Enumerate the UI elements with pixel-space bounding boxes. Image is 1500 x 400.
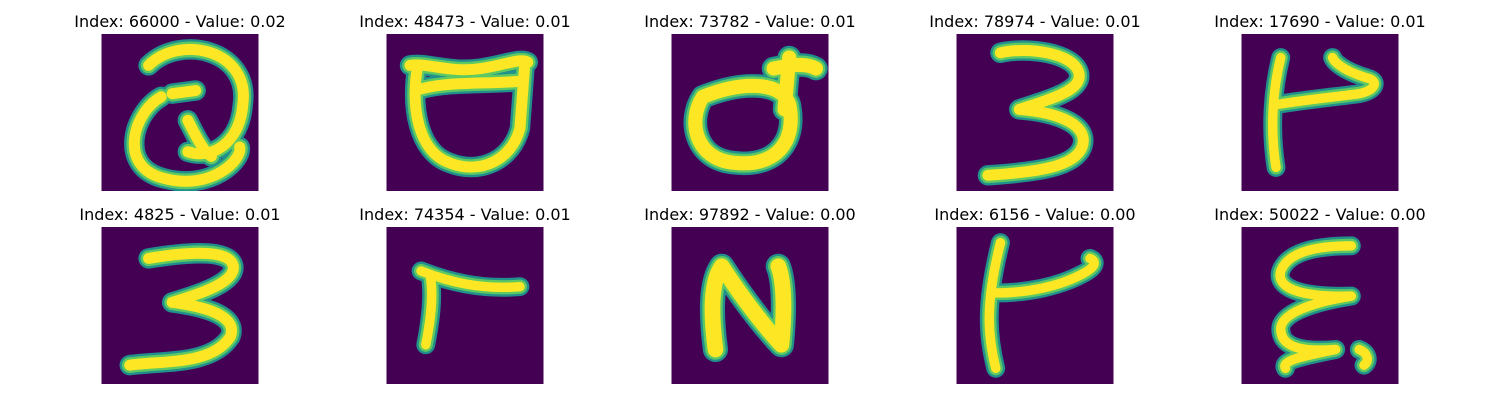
tile-6: Index: 4825 - Value: 0.01 (60, 205, 300, 395)
tile-title: Index: 6156 - Value: 0.00 (934, 205, 1136, 224)
digit-image (101, 34, 259, 191)
tile-title: Index: 48473 - Value: 0.01 (359, 12, 571, 31)
digit-image (671, 34, 829, 191)
tile-10: Index: 50022 - Value: 0.00 (1200, 205, 1440, 395)
tile-1: Index: 66000 - Value: 0.02 (60, 12, 300, 202)
tile-title: Index: 50022 - Value: 0.00 (1214, 205, 1426, 224)
digit-image (101, 227, 259, 384)
tile-5: Index: 17690 - Value: 0.01 (1200, 12, 1440, 202)
digit-image (386, 34, 544, 191)
digit-image (956, 227, 1114, 384)
digit-image (956, 34, 1114, 191)
tile-8: Index: 97892 - Value: 0.00 (630, 205, 870, 395)
digit-image (1241, 34, 1399, 191)
tile-title: Index: 73782 - Value: 0.01 (644, 12, 856, 31)
tile-4: Index: 78974 - Value: 0.01 (915, 12, 1155, 202)
tile-7: Index: 74354 - Value: 0.01 (345, 205, 585, 395)
tile-title: Index: 78974 - Value: 0.01 (929, 12, 1141, 31)
tile-title: Index: 4825 - Value: 0.01 (79, 205, 281, 224)
tile-2: Index: 48473 - Value: 0.01 (345, 12, 585, 202)
tile-title: Index: 66000 - Value: 0.02 (74, 12, 286, 31)
tile-title: Index: 17690 - Value: 0.01 (1214, 12, 1426, 31)
tile-title: Index: 97892 - Value: 0.00 (644, 205, 856, 224)
tile-3: Index: 73782 - Value: 0.01 (630, 12, 870, 202)
digit-image (386, 227, 544, 384)
tile-9: Index: 6156 - Value: 0.00 (915, 205, 1155, 395)
digit-image (1241, 227, 1399, 384)
tile-title: Index: 74354 - Value: 0.01 (359, 205, 571, 224)
digit-image (671, 227, 829, 384)
